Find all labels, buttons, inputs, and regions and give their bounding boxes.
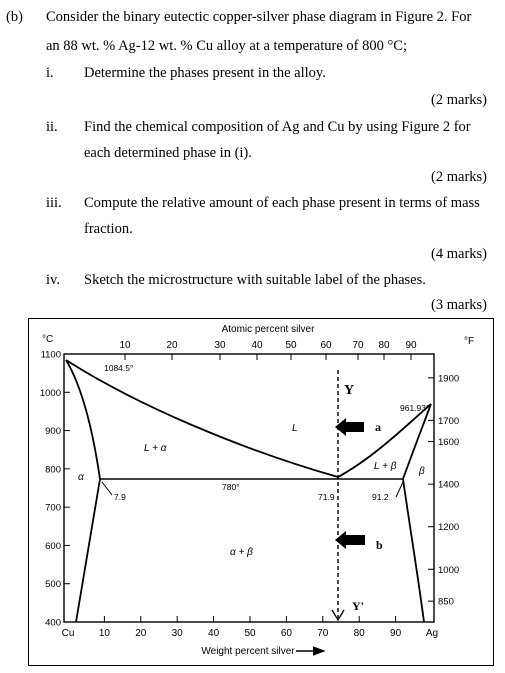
bottom-axis-ticks: 10 20 30 40 50 60 70 80 90	[99, 616, 402, 639]
left-tick-label: 1000	[40, 388, 61, 399]
right-tick-label: 1400	[438, 480, 459, 491]
beta-solvus-line	[402, 478, 425, 623]
question-line-2: an 88 wt. % Ag-12 wt. % Cu alloy at a te…	[46, 38, 407, 54]
alpha-limit-leader	[101, 481, 113, 496]
beta-solidus-line	[402, 403, 432, 480]
top-tick-label: 10	[119, 340, 131, 351]
top-tick-label: 30	[214, 340, 226, 351]
bottom-tick-label: 80	[354, 628, 366, 639]
arrow-b-icon	[335, 531, 365, 549]
marker-y-bottom: Y'	[352, 599, 364, 613]
bottom-tick-label: 90	[390, 628, 402, 639]
part-i-number: i.	[46, 65, 54, 81]
left-tick-label: 900	[45, 426, 61, 437]
bottom-tick-label: 40	[208, 628, 220, 639]
top-tick-label: 80	[378, 340, 390, 351]
left-axis-unit: °C	[42, 334, 53, 345]
top-tick-label: 40	[251, 340, 263, 351]
part-iv-number: iv.	[46, 272, 60, 288]
part-iii-marks: (4 marks)	[431, 246, 487, 262]
phase-diagram-svg: Atomic percent silver 10 20 30 40 50 60 70 80 90…	[28, 318, 494, 666]
part-ii-text-1: Find the chemical composition of Ag and …	[84, 119, 471, 135]
part-iii-text-2: fraction.	[84, 221, 133, 237]
eutectic-composition: 71.9	[318, 492, 335, 502]
left-axis-ticks: 1100 1000 900 800 700 600 500 400	[40, 350, 70, 629]
left-tick-label: 500	[45, 579, 61, 590]
top-tick-label: 70	[352, 340, 364, 351]
top-tick-label: 50	[285, 340, 297, 351]
left-tick-label: 800	[45, 464, 61, 475]
right-tick-label: 1200	[438, 522, 459, 533]
part-iii-number: iii.	[46, 195, 62, 211]
part-ii-number: ii.	[46, 119, 58, 135]
x-axis-title: Weight percent silver	[201, 646, 295, 657]
right-axis-unit: °F	[464, 336, 474, 347]
top-tick-label: 90	[405, 340, 417, 351]
marker-y-top: Y	[344, 383, 354, 398]
alpha-solvus-line	[75, 478, 101, 623]
top-tick-label: 20	[166, 340, 178, 351]
right-tick-label: 1600	[438, 437, 459, 448]
question-line-1: Consider the binary eutectic copper-silv…	[46, 9, 472, 25]
part-iv-text: Sketch the microstructure with suitable …	[84, 272, 426, 288]
alpha-solidus-line	[65, 359, 101, 480]
bottom-tick-label: 50	[244, 628, 256, 639]
region-alpha-beta: α + β	[230, 547, 253, 558]
right-tick-label: 850	[438, 597, 454, 608]
top-axis-title: Atomic percent silver	[222, 324, 315, 335]
part-i-text: Determine the phases present in the allo…	[84, 65, 326, 81]
right-axis-ticks: 1900 1700 1600 1400 1200 1000 850	[428, 373, 459, 608]
bottom-tick-label: 70	[317, 628, 329, 639]
beta-limit-leader	[395, 481, 404, 498]
marker-b: b	[376, 538, 383, 552]
eutectic-temperature: 780°	[222, 482, 240, 492]
question-label: (b)	[6, 9, 23, 25]
left-tick-label: 1100	[41, 350, 61, 361]
x-left-end-label: Cu	[62, 628, 75, 639]
part-iv-marks: (3 marks)	[431, 297, 487, 313]
cu-melting-point: 1084.5°	[104, 363, 133, 373]
region-alpha: α	[78, 472, 84, 483]
marker-a: a	[375, 420, 381, 434]
region-beta: β	[418, 466, 425, 477]
part-ii-text-2: each determined phase in (i).	[84, 145, 252, 161]
bottom-tick-label: 60	[281, 628, 293, 639]
ag-melting-point: 961.93°	[400, 403, 429, 413]
top-tick-label: 60	[320, 340, 332, 351]
left-tick-label: 400	[45, 618, 61, 629]
right-tick-label: 1000	[438, 565, 459, 576]
top-axis-ticks: 10 20 30 40 50 60 70 80 90	[119, 340, 417, 360]
alpha-limit-composition: 7.9	[114, 492, 126, 502]
x-right-end-label: Ag	[426, 628, 438, 639]
left-tick-label: 600	[45, 541, 61, 552]
bottom-tick-label: 20	[135, 628, 147, 639]
bottom-tick-label: 10	[99, 628, 111, 639]
right-tick-label: 1900	[438, 373, 459, 384]
beta-limit-composition: 91.2	[372, 492, 389, 502]
figure-border	[28, 318, 494, 666]
liquidus-line	[65, 359, 432, 478]
right-tick-label: 1700	[438, 416, 459, 427]
phase-diagram-figure: Atomic percent silver 10 20 30 40 50 60 70 80 90…	[28, 318, 494, 666]
left-tick-label: 700	[45, 503, 61, 514]
part-i-marks: (2 marks)	[431, 92, 487, 108]
composition-line-arrowhead	[331, 609, 345, 622]
region-l-beta: L + β	[374, 461, 397, 472]
region-liquid: L	[292, 423, 298, 434]
arrow-a-icon	[335, 418, 364, 436]
part-iii-text-1: Compute the relative amount of each phas…	[84, 195, 480, 211]
region-l-alpha: L + α	[144, 443, 167, 454]
plot-frame	[63, 353, 435, 623]
part-ii-marks: (2 marks)	[431, 169, 487, 185]
bottom-tick-label: 30	[172, 628, 184, 639]
